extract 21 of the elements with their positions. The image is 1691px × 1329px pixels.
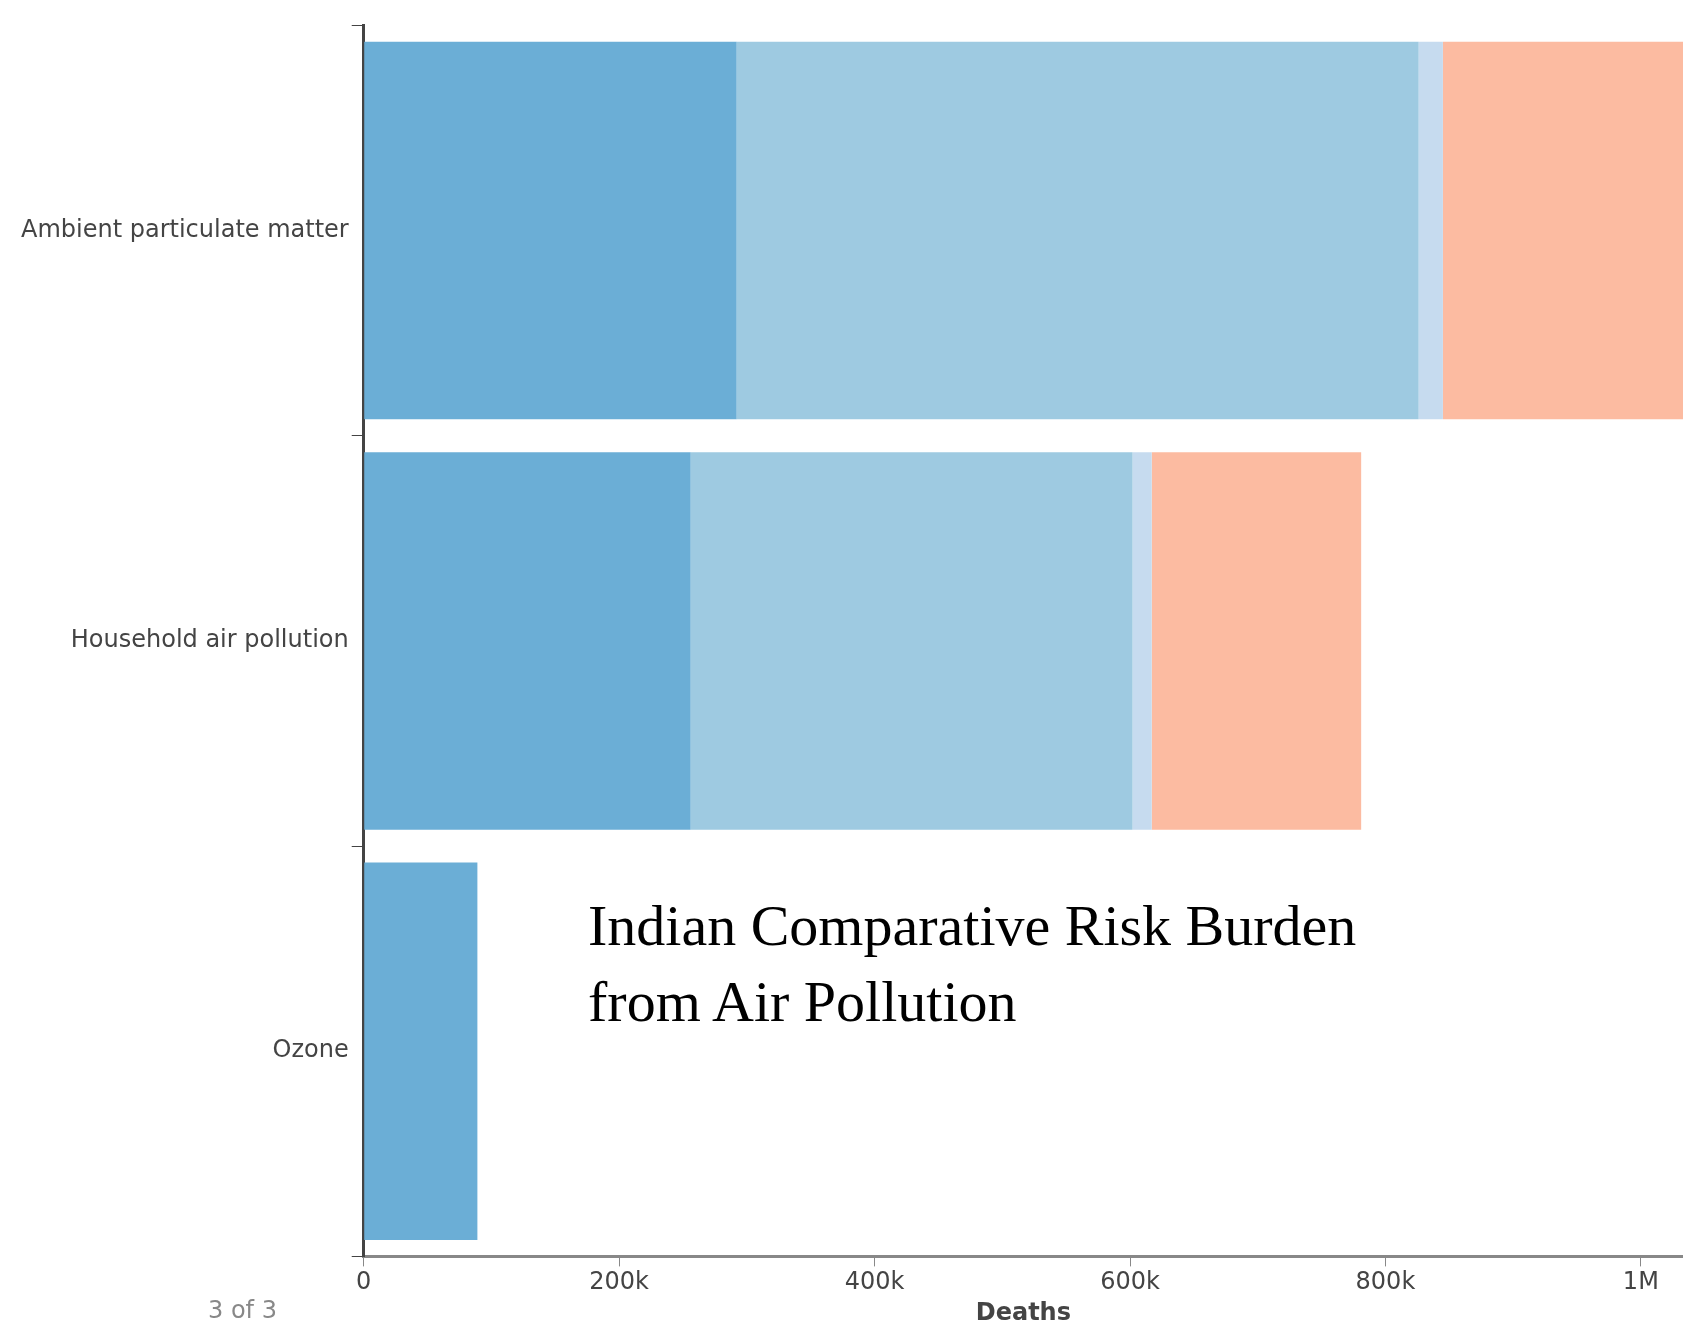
y-tick-label: Ozone: [272, 1035, 349, 1064]
bar: [1151, 452, 1362, 830]
x-tick-label: 0: [356, 1267, 372, 1296]
bar: [1442, 41, 1683, 420]
bar: [1132, 452, 1152, 830]
bar: [364, 41, 737, 420]
x-tick-label: 200k: [589, 1267, 650, 1296]
x-axis-title: Deaths: [975, 1297, 1071, 1326]
bar: [736, 41, 1419, 420]
x-tick-label: 800k: [1355, 1267, 1416, 1296]
bar: [364, 452, 691, 830]
text: Indian Comparative Risk Burden from Air Pollution: [588, 892, 1358, 1036]
text: 3 of 3: [208, 1296, 277, 1324]
bar: [364, 862, 478, 1240]
bar: [1418, 41, 1443, 420]
x-tick-label: 1M: [1622, 1267, 1659, 1296]
x-tick-label: 600k: [1100, 1267, 1160, 1296]
y-tick-label: Ambient particulate matter: [20, 214, 349, 243]
x-tick-label: 400k: [844, 1267, 905, 1296]
bar: [690, 452, 1133, 830]
y-tick-label: Household air pollution: [70, 625, 349, 654]
